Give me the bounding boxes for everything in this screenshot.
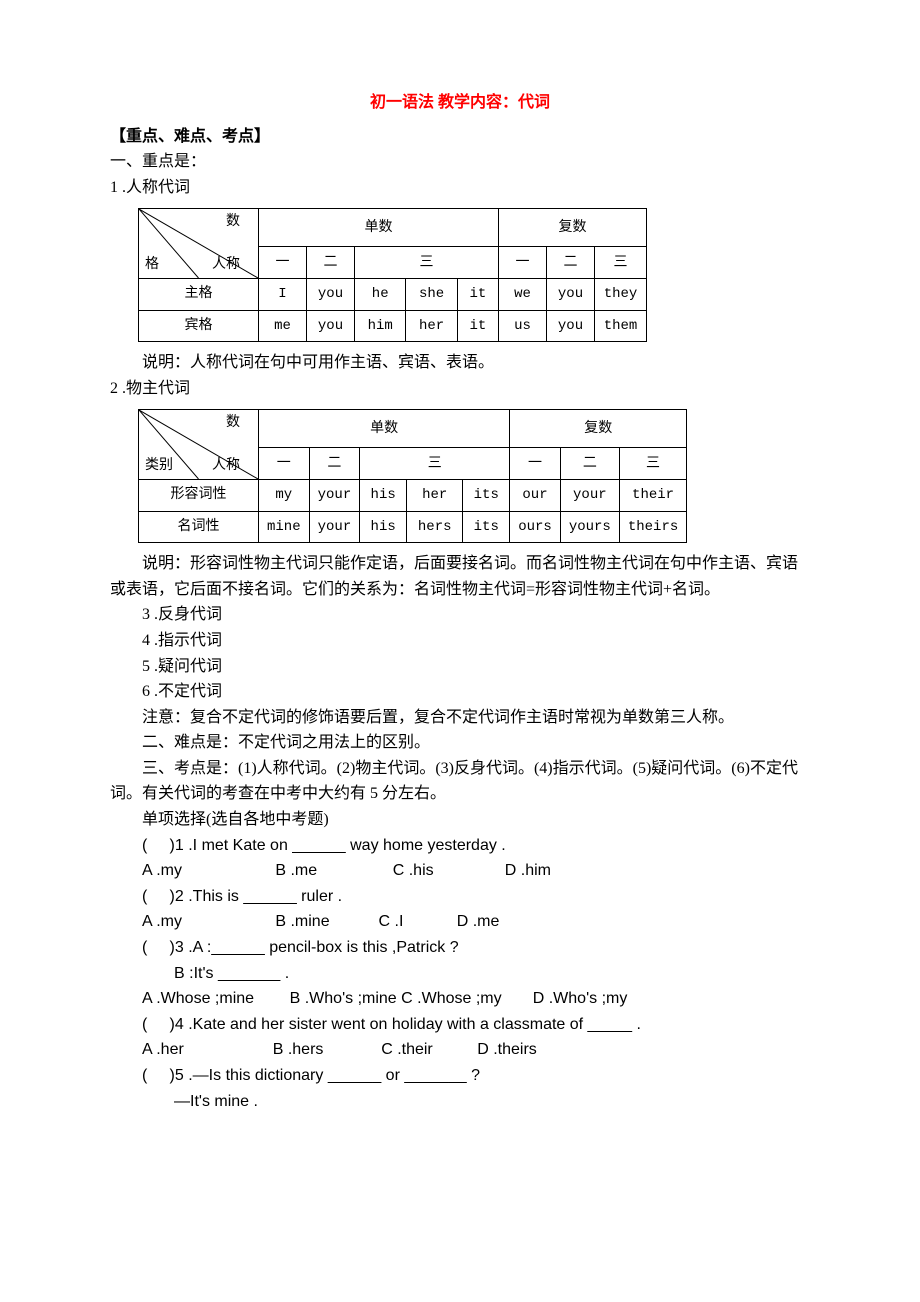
row2-label: 宾格 (139, 310, 259, 341)
col-p1: 一 (499, 247, 547, 279)
question-5-part-b: —It's mine . (110, 1089, 810, 1115)
question-5: ( )5 .—Is this dictionary ______ or ____… (110, 1063, 810, 1089)
note-2: 说明：形容词性物主代词只能作定语，后面要接名词。而名词性物主代词在句中作主语、宾… (110, 551, 810, 602)
row2-label: 名词性 (139, 511, 259, 542)
table-pronouns-possessive: 数 人称 类别 单数 复数 一 二 三 一 二 三 形容词性 my your h… (138, 409, 687, 543)
cell: them (595, 310, 647, 341)
question-2-options: A .my B .mine C .I D .me (110, 909, 810, 935)
col-p3: 三 (595, 247, 647, 279)
cell: you (547, 279, 595, 310)
page-title: 初一语法 教学内容：代词 (110, 90, 810, 116)
col-s2: 二 (309, 448, 360, 480)
diag-cell: 数 人称 格 (139, 209, 259, 279)
cell: your (560, 480, 619, 511)
diag-label-mid: 人称 (212, 254, 240, 276)
point-1: 一、重点是： (110, 149, 810, 175)
row1-label: 形容词性 (139, 480, 259, 511)
header-plural: 复数 (499, 209, 647, 247)
question-1-options: A .my B .me C .his D .him (110, 858, 810, 884)
cell: yours (560, 511, 619, 542)
sub-1: 1 .人称代词 (110, 175, 810, 201)
diag-label-top: 数 (226, 211, 240, 233)
question-4: ( )4 .Kate and her sister went on holida… (110, 1012, 810, 1038)
sub-6: 6 .不定代词 (110, 679, 810, 705)
sub-3: 3 .反身代词 (110, 602, 810, 628)
cell: its (463, 480, 510, 511)
cell: my (259, 480, 310, 511)
cell: me (259, 310, 307, 341)
question-3-options: A .Whose ;mine B .Who's ;mine C .Whose ;… (110, 986, 810, 1012)
table-pronouns-personal: 数 人称 格 单数 复数 一 二 三 一 二 三 主格 I you he she… (138, 208, 647, 342)
col-s2: 二 (307, 247, 355, 279)
cell: you (307, 279, 355, 310)
cell: your (309, 511, 360, 542)
point-3: 三、考点是：(1)人称代词。(2)物主代词。(3)反身代词。(4)指示代词。(5… (110, 756, 810, 807)
cell: his (360, 511, 407, 542)
question-2: ( )2 .This is ______ ruler . (110, 884, 810, 910)
cell: mine (259, 511, 310, 542)
cell: I (259, 279, 307, 310)
cell: our (510, 480, 561, 511)
cell: it (457, 279, 498, 310)
cell: he (355, 279, 406, 310)
cell: she (406, 279, 457, 310)
sub-2: 2 .物主代词 (110, 376, 810, 402)
col-p2: 二 (560, 448, 619, 480)
heading-points: 【重点、难点、考点】 (110, 124, 810, 150)
cell: you (307, 310, 355, 341)
question-3: ( )3 .A :______ pencil-box is this ,Patr… (110, 935, 810, 961)
cell: us (499, 310, 547, 341)
cell: her (407, 480, 463, 511)
cell: his (360, 480, 407, 511)
cell: hers (407, 511, 463, 542)
cell: we (499, 279, 547, 310)
col-s3: 三 (355, 247, 499, 279)
cell: ours (510, 511, 561, 542)
col-s1: 一 (259, 448, 310, 480)
question-1: ( )1 .I met Kate on ______ way home yest… (110, 833, 810, 859)
cell: you (547, 310, 595, 341)
col-p2: 二 (547, 247, 595, 279)
sub-5: 5 .疑问代词 (110, 654, 810, 680)
mcq-heading: 单项选择(选自各地中考题) (110, 807, 810, 833)
cell: her (406, 310, 457, 341)
cell: its (463, 511, 510, 542)
col-s1: 一 (259, 247, 307, 279)
diag-label-bottom: 格 (145, 254, 159, 276)
cell: him (355, 310, 406, 341)
diag-label-mid: 人称 (212, 455, 240, 477)
row1-label: 主格 (139, 279, 259, 310)
header-plural: 复数 (510, 410, 687, 448)
diag-label-top: 数 (226, 412, 240, 434)
diag-cell: 数 人称 类别 (139, 410, 259, 480)
note-1: 说明：人称代词在句中可用作主语、宾语、表语。 (110, 350, 810, 376)
col-s3: 三 (360, 448, 510, 480)
cell: they (595, 279, 647, 310)
header-singular: 单数 (259, 209, 499, 247)
sub-4: 4 .指示代词 (110, 628, 810, 654)
point-2: 二、难点是：不定代词之用法上的区别。 (110, 730, 810, 756)
cell: it (457, 310, 498, 341)
diag-label-bottom: 类别 (145, 455, 173, 477)
header-singular: 单数 (259, 410, 510, 448)
question-4-options: A .her B .hers C .their D .theirs (110, 1037, 810, 1063)
col-p3: 三 (619, 448, 686, 480)
cell: theirs (619, 511, 686, 542)
cell: their (619, 480, 686, 511)
cell: your (309, 480, 360, 511)
note-3: 注意：复合不定代词的修饰语要后置，复合不定代词作主语时常视为单数第三人称。 (110, 705, 810, 731)
question-3-part-b: B :It's _______ . (110, 961, 810, 987)
col-p1: 一 (510, 448, 561, 480)
